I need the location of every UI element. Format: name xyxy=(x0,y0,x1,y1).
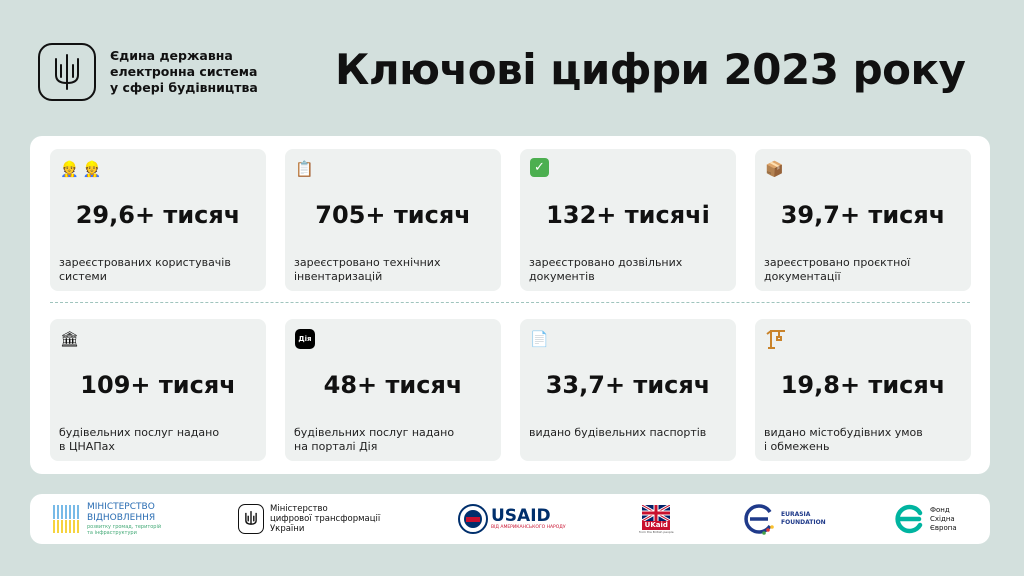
stat-description-line: в ЦНАПах xyxy=(59,440,115,453)
stat-value: 705+ тисяч xyxy=(315,201,471,229)
ministry-restoration-icon xyxy=(53,505,79,533)
stat-description: зареєстрованих користувачів системи xyxy=(59,256,259,284)
stat-description-line: видано будівельних паспортів xyxy=(529,426,707,439)
partner-name-line: ВІДНОВЛЕННЯ xyxy=(87,513,156,523)
org-name-line: у сфері будівництва xyxy=(110,80,258,95)
stat-card: 🏛 109+ тисяч будівельних послуг надано в… xyxy=(50,319,266,461)
stat-description-line: видано містобудівних умов xyxy=(764,426,923,439)
stat-description: зареєстровано дозвільних документів xyxy=(529,256,729,284)
stat-card: Дія 48+ тисяч будівельних послуг надано … xyxy=(285,319,501,461)
stat-description-line: зареєстровано технічних xyxy=(294,256,441,269)
stat-card: 19,8+ тисяч видано містобудівних умов і … xyxy=(755,319,971,461)
trident-icon xyxy=(55,54,79,90)
stat-description-line: будівельних послуг надано xyxy=(59,426,220,439)
stat-description-line: зареєстровано дозвільних xyxy=(529,256,683,269)
stats-panel: 👷 👷 29,6+ тисяч зареєстрованих користувач… xyxy=(30,136,990,474)
stat-description: видано містобудівних умов і обмежень xyxy=(764,426,964,454)
stat-value: 48+ тисяч xyxy=(323,371,463,399)
usaid-tagline: ВІД АМЕРИКАНСЬКОГО НАРОДУ xyxy=(491,525,566,530)
ministry-digital-logo: Міністерство цифрової трансформації Укра… xyxy=(238,494,380,544)
partner-name-line: МІНІСТЕРСТВО xyxy=(87,502,155,512)
ministry-restoration-logo: МІНІСТЕРСТВО ВІДНОВЛЕННЯ розвитку громад… xyxy=(52,494,161,544)
clipboard-icon: 📋 xyxy=(295,160,314,178)
stat-description-line: і обмежень xyxy=(764,440,830,453)
stat-description-line: системи xyxy=(59,270,107,283)
stat-value: 29,6+ тисяч xyxy=(75,201,241,229)
stat-description-line: зареєстровано проєктної xyxy=(764,256,911,269)
stat-description-line: інвентаризацій xyxy=(294,270,383,283)
stat-value: 33,7+ тисяч xyxy=(545,371,711,399)
trident-logo xyxy=(38,43,96,101)
partners-bar: МІНІСТЕРСТВО ВІДНОВЛЕННЯ розвитку громад… xyxy=(30,494,990,544)
uk-flag-icon xyxy=(642,504,671,521)
partner-name-line: України xyxy=(270,524,305,534)
crane-icon xyxy=(765,328,787,350)
east-europe-foundation-logo: Фонд Східна Європа xyxy=(892,494,957,544)
usaid-wordmark: USAID xyxy=(491,507,566,525)
partner-subtitle-line: розвитку громад, територій xyxy=(87,524,162,530)
ukaid-logo: UKaid from the British people xyxy=(639,494,674,544)
stat-description: видано будівельних паспортів xyxy=(529,426,729,440)
package-icon: 📦 xyxy=(765,160,784,178)
stat-description-line: на порталі Дія xyxy=(294,440,378,453)
usaid-seal-icon xyxy=(458,504,488,534)
stat-description-line: документації xyxy=(764,270,841,283)
ukaid-tagline: from the British people xyxy=(639,529,674,534)
stat-value: 132+ тисячі xyxy=(546,201,710,229)
usaid-logo: USAID ВІД АМЕРИКАНСЬКОГО НАРОДУ xyxy=(458,494,566,544)
stat-description: зареєстровано проєктної документації xyxy=(764,256,964,284)
partner-name-line: Фонд xyxy=(930,505,950,514)
document-icon: 📄 xyxy=(530,330,549,348)
partner-name-line: EURASIA xyxy=(781,511,811,518)
usaid-name: USAID xyxy=(491,506,551,526)
stat-card: 📋 705+ тисяч зареєстровано технічних інв… xyxy=(285,149,501,291)
org-name: Єдина державна електронна система у сфер… xyxy=(110,48,270,96)
stat-description-line: зареєстрованих користувачів xyxy=(59,256,231,269)
partner-subtitle-line: та інфраструктури xyxy=(87,530,137,536)
header: Єдина державна електронна система у сфер… xyxy=(0,0,1024,130)
partner-name-line: цифрової трансформації xyxy=(270,514,381,524)
partner-name-line: Східна xyxy=(930,514,955,523)
dia-badge: Дія xyxy=(295,329,315,349)
stat-description: зареєстровано технічних інвентаризацій xyxy=(294,256,494,284)
partner-name-line: Європа xyxy=(930,523,957,532)
check-mark-icon: ✓ xyxy=(530,158,549,180)
builders-icon: 👷 👷 xyxy=(60,160,102,178)
stat-description: будівельних послуг надано в ЦНАПах xyxy=(59,426,259,454)
stat-value: 109+ тисяч xyxy=(80,371,236,399)
stat-description-line: документів xyxy=(529,270,595,283)
org-name-line: електронна система xyxy=(110,64,258,79)
dia-app-icon: Дія xyxy=(295,328,315,350)
stat-card: 📄 33,7+ тисяч видано будівельних паспорт… xyxy=(520,319,736,461)
stat-value: 19,8+ тисяч xyxy=(780,371,946,399)
classical-building-icon: 🏛 xyxy=(60,330,80,348)
page-title: Ключові цифри 2023 року xyxy=(335,45,966,94)
eurasia-foundation-logo: EURASIA FOUNDATION xyxy=(742,494,826,544)
stat-value: 39,7+ тисяч xyxy=(780,201,946,229)
east-europe-foundation-icon xyxy=(895,504,923,534)
eurasia-e-icon xyxy=(744,504,774,535)
stat-description: будівельних послуг надано на порталі Дія xyxy=(294,426,494,454)
ukaid-wordmark: UKaid xyxy=(642,520,671,530)
org-name-line: Єдина державна xyxy=(110,48,233,63)
stat-card: 👷 👷 29,6+ тисяч зареєстрованих користувач… xyxy=(50,149,266,291)
divider xyxy=(50,302,970,303)
partner-name-line: Міністерство xyxy=(270,504,328,514)
stat-description-line: будівельних послуг надано xyxy=(294,426,455,439)
stat-card: 📦 39,7+ тисяч зареєстровано проєктної до… xyxy=(755,149,971,291)
trident-icon xyxy=(238,504,264,534)
partner-name-line: FOUNDATION xyxy=(781,519,826,526)
stat-card: ✓ 132+ тисячі зареєстровано дозвільних д… xyxy=(520,149,736,291)
